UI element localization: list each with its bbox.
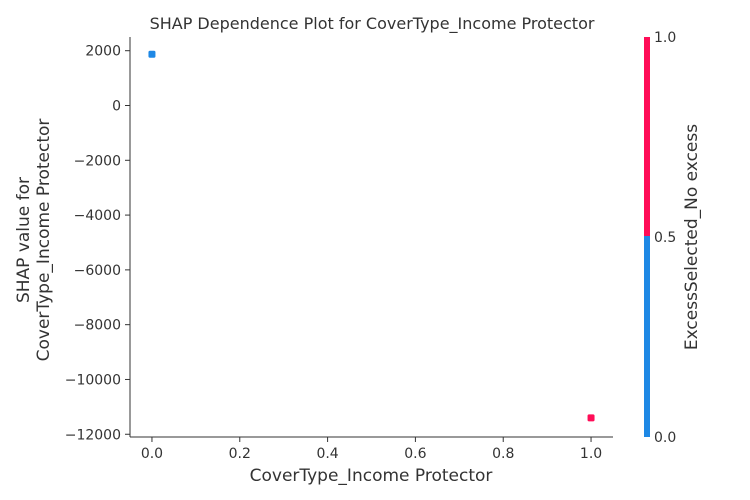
y-axis-ticks: 2000 0 −2000 −4000 −6000 −8000 −10000 −12000: [65, 44, 130, 443]
y-tick-label: −10000: [65, 372, 121, 388]
x-axis-ticks: 0.0 0.2 0.4 0.6 0.8 1.0: [141, 437, 602, 462]
data-point: [587, 414, 595, 422]
plot-area: 0.0 0.2 0.4 0.6 0.8 1.0 2000 0 −2000 −4000 −6000 −…: [65, 37, 613, 462]
x-tick-label: 0.4: [316, 446, 338, 462]
data-points: [148, 50, 595, 422]
y-tick-label: 0: [112, 98, 121, 114]
y-tick-label: −4000: [74, 208, 121, 224]
y-tick-label: −2000: [74, 153, 121, 169]
y-axis-label-line-2: CoverType_Income Protector: [34, 119, 54, 362]
x-tick-label: 0.8: [492, 446, 514, 462]
colorbar-label: ExcessSelected_No excess: [682, 124, 702, 350]
colorbar-tick-label: 1.0: [654, 30, 676, 46]
chart-title: SHAP Dependence Plot for CoverType_Incom…: [150, 14, 595, 34]
x-tick-label: 1.0: [580, 446, 602, 462]
data-point: [148, 50, 156, 58]
x-tick-label: 0.6: [404, 446, 426, 462]
colorbar-high-segment: [644, 37, 650, 236]
colorbar-ticks: 1.0 0.5 0.0: [654, 30, 676, 446]
y-axis-label-line-1: SHAP value for: [14, 177, 34, 303]
y-axis-label: SHAP value for CoverType_Income Protecto…: [14, 119, 54, 362]
y-tick-label: −6000: [74, 263, 121, 279]
y-tick-label: −12000: [65, 427, 121, 443]
colorbar: 1.0 0.5 0.0 ExcessSelected_No excess: [644, 30, 702, 446]
colorbar-tick-label: 0.5: [654, 230, 676, 246]
colorbar-tick-label: 0.0: [654, 430, 676, 446]
colorbar-low-segment: [644, 236, 650, 437]
y-tick-label: −8000: [74, 318, 121, 334]
x-tick-label: 0.0: [141, 446, 163, 462]
x-tick-label: 0.2: [229, 446, 251, 462]
y-tick-label: 2000: [85, 44, 121, 60]
x-axis-label: CoverType_Income Protector: [250, 466, 493, 486]
